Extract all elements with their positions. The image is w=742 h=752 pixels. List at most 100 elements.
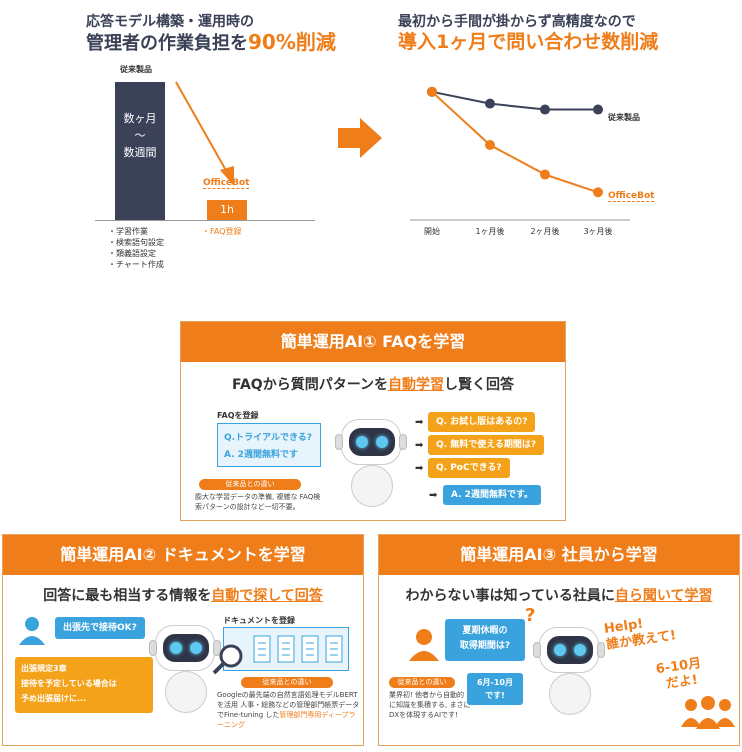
robot-ear-icon bbox=[213, 640, 221, 656]
robot-eye-icon bbox=[190, 642, 202, 654]
conventional-task-4: ・チャート作成 bbox=[108, 260, 164, 269]
panel-faq-note: 膨大な学習データの準備, 複雑な FAQ検索パターンの設計など一切不要。 bbox=[195, 493, 321, 511]
left-title-highlight: 90%削減 bbox=[248, 30, 336, 54]
officebot-task: ・FAQ登録 bbox=[202, 227, 242, 236]
robot-eye-icon bbox=[356, 436, 368, 448]
panel-faq-subtitle: FAQから質問パターンを自動学習し賢く回答 bbox=[181, 374, 565, 394]
robot-eye-icon bbox=[376, 436, 388, 448]
series-label-conventional: 従来製品 bbox=[608, 113, 640, 122]
panel-faq-sub-hl: 自動学習 bbox=[388, 377, 444, 393]
robot-body bbox=[165, 671, 207, 713]
arrow-icon: ➡ bbox=[415, 440, 424, 451]
robot-body bbox=[351, 465, 393, 507]
series-label-officebot: OfficeBot bbox=[608, 191, 655, 202]
panel-faq-badge: 従来品との違い bbox=[199, 479, 301, 490]
bar-officebot: 1h bbox=[207, 200, 247, 220]
faq-register-label: FAQを登録 bbox=[217, 411, 259, 420]
arrow-icon: ➡ bbox=[415, 417, 424, 428]
series-line-conventional bbox=[431, 90, 598, 111]
data-point bbox=[540, 104, 550, 115]
legend-conventional-label: 従来製品 bbox=[120, 65, 152, 74]
x-tick-label: 2ヶ月後 bbox=[530, 226, 559, 236]
panel-faq-header: 簡単運用AI① FAQを学習 bbox=[181, 322, 565, 362]
conventional-task-3: ・類義語設定 bbox=[108, 249, 156, 258]
data-point bbox=[485, 98, 495, 109]
employees-group-icon bbox=[681, 696, 735, 729]
panel-document: 簡単運用AI② ドキュメントを学習 回答に最も相当する情報を自動で探して回答 出… bbox=[2, 534, 364, 746]
magnifier-icon bbox=[212, 644, 243, 675]
panel-doc-note: Googleの最先端の自然言語処理モデルBERTを活用 人事・総務などの管理部門… bbox=[217, 690, 361, 730]
data-point bbox=[593, 187, 603, 198]
answer-line-2: です! bbox=[485, 691, 505, 700]
help-text: Help! 誰か教えて! bbox=[603, 612, 677, 653]
user-question-bubble: 出張先で接待OK? bbox=[55, 617, 145, 639]
question-1: Q. お試し版はあるの? bbox=[428, 412, 536, 432]
bar-conventional-text-1: 数ヶ月 bbox=[123, 112, 157, 125]
faq-card-answer: A. 2週間無料です bbox=[224, 450, 298, 460]
conventional-task-1: ・学習作業 bbox=[108, 227, 148, 236]
bar-conventional-text-2: 〜 bbox=[134, 129, 146, 142]
robot-eye-icon bbox=[170, 642, 182, 654]
answer-box: A. 2週間無料です。 bbox=[443, 485, 542, 505]
right-arrow-icon bbox=[338, 118, 382, 158]
robot-ear-icon bbox=[399, 434, 407, 450]
data-point bbox=[485, 140, 495, 150]
conventional-task-list: ・学習作業 ・検索語句設定 ・類義語設定 ・チャート作成 bbox=[108, 226, 164, 270]
robot-body bbox=[549, 673, 591, 715]
reply-text: 6-10月 だよ! bbox=[655, 656, 705, 694]
question-mark-icon: ? bbox=[525, 605, 536, 626]
faq-card: Q.トライアルできる? A. 2週間無料です bbox=[217, 423, 321, 467]
question-line-1: 夏期休暇の bbox=[462, 626, 508, 636]
panel-faq-sub-post: し賢く回答 bbox=[444, 377, 514, 393]
panel-doc-note-text: Googleの最先端の自然言語処理モデルBERTを活用 人事・総務などの管理部門… bbox=[217, 691, 360, 719]
bar-conventional-text-3: 数週間 bbox=[123, 146, 157, 159]
question-2: Q. 無料で使える期間は? bbox=[428, 435, 545, 455]
answer-line-2: 接待を予定している場合は bbox=[21, 679, 117, 688]
arrow-icon: ➡ bbox=[429, 490, 438, 501]
robot-ear-icon bbox=[149, 640, 157, 656]
left-chart-title-line2: 管理者の作業負担を90%削減 bbox=[86, 30, 336, 56]
x-tick-label: 1ヶ月後 bbox=[475, 226, 504, 236]
officebot-label: OfficeBot bbox=[203, 178, 250, 189]
question-bubble: 夏期休暇の 取得期間は? bbox=[445, 619, 525, 661]
data-point bbox=[593, 104, 603, 115]
x-tick-label: 3ヶ月後 bbox=[583, 226, 612, 236]
answer-bubble: 6月-10月 です! bbox=[467, 673, 523, 705]
panel-emp-sub-hl: 自ら聞いて学習 bbox=[614, 588, 713, 604]
panel-doc-badge: 従来品との違い bbox=[241, 677, 333, 688]
documents-icon bbox=[253, 635, 343, 663]
user-icon bbox=[19, 617, 45, 645]
robot-head bbox=[155, 625, 215, 671]
panel-employee-subtitle: わからない事は知っている社員に自ら聞いて学習 bbox=[379, 585, 739, 605]
panel-document-header: 簡単運用AI② ドキュメントを学習 bbox=[3, 535, 363, 575]
panel-doc-note-hl: 管理部門専用ディープラーニング bbox=[217, 711, 356, 729]
panel-employee: 簡単運用AI③ 社員から学習 わからない事は知っている社員に自ら聞いて学習 夏期… bbox=[378, 534, 740, 746]
downward-arrow-icon bbox=[175, 81, 234, 186]
panel-emp-badge: 従来品との違い bbox=[389, 677, 455, 688]
series-line-officebot bbox=[431, 91, 599, 194]
data-point bbox=[427, 86, 437, 97]
panel-emp-note: 業界初! 他者から自動的に知識を集積する, まさにDXを体現するAIです! bbox=[389, 691, 471, 719]
arrow-icon: ➡ bbox=[415, 463, 424, 474]
user-icon bbox=[409, 629, 439, 661]
panel-document-subtitle: 回答に最も相当する情報を自動で探して回答 bbox=[3, 585, 363, 605]
robot-eye-icon bbox=[574, 644, 586, 656]
question-line-2: 取得期間は? bbox=[459, 641, 511, 651]
panel-faq: 簡単運用AI① FAQを学習 FAQから質問パターンを自動学習し賢く回答 FAQ… bbox=[180, 321, 566, 521]
right-chart-title-line2: 導入1ヶ月で問い合わせ数削減 bbox=[398, 31, 659, 53]
document-card bbox=[223, 627, 349, 671]
question-3: Q. PoCできる? bbox=[428, 458, 510, 478]
panel-faq-sub-pre: FAQから質問パターンを bbox=[232, 377, 388, 393]
answer-line-3: 予め出張届けに... bbox=[21, 694, 87, 703]
answer-line-1: 6月-10月 bbox=[476, 678, 514, 687]
panel-doc-sub-hl: 自動で探して回答 bbox=[211, 588, 323, 604]
answer-line-1: 出張規定3章 bbox=[21, 664, 67, 673]
doc-register-label: ドキュメントを登録 bbox=[223, 616, 295, 625]
left-chart-axis bbox=[95, 220, 315, 221]
conventional-task-2: ・検索語句設定 bbox=[108, 238, 164, 247]
answer-bubble: 出張規定3章 接待を予定している場合は 予め出張届けに... bbox=[15, 657, 153, 713]
panel-employee-header: 簡単運用AI③ 社員から学習 bbox=[379, 535, 739, 575]
x-tick-label: 開始 bbox=[424, 226, 440, 236]
data-point bbox=[540, 169, 550, 180]
left-title-pre: 管理者の作業負担を bbox=[86, 33, 248, 54]
